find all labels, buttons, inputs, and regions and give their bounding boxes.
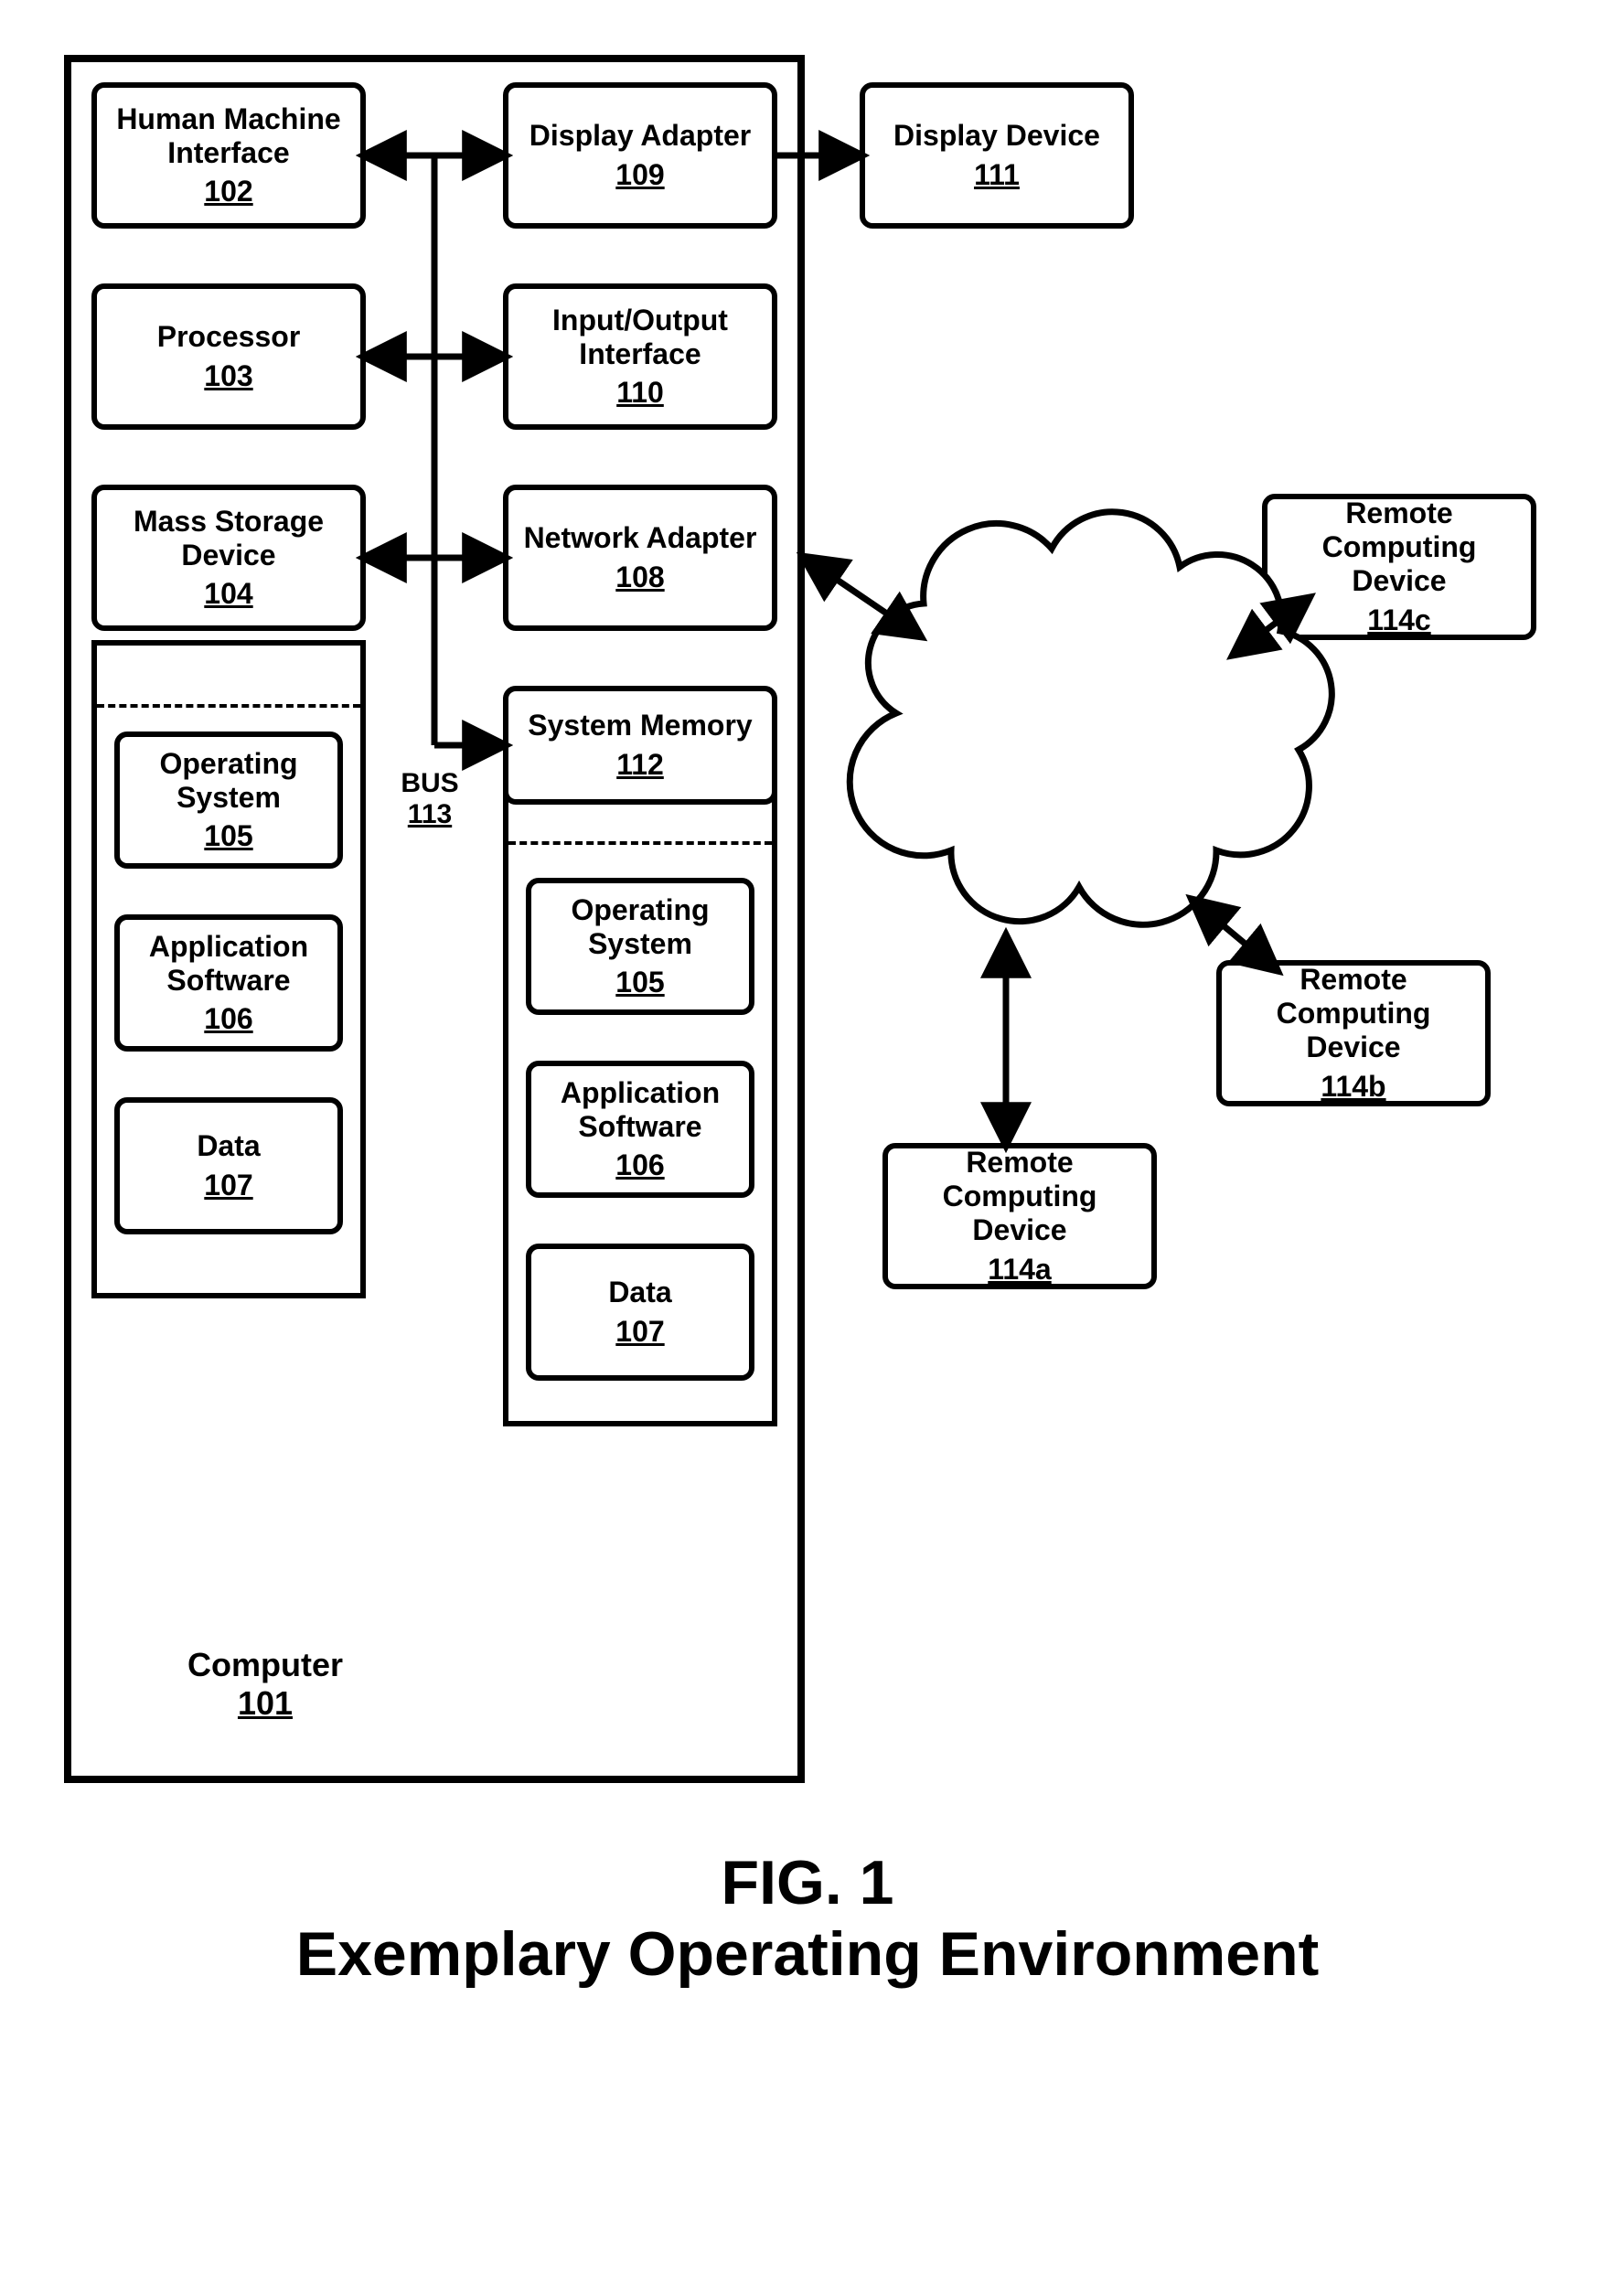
node-network-adapter: Network Adapter 108 — [503, 485, 777, 631]
node-rcd-b: Remote ComputingDevice 114b — [1216, 960, 1491, 1106]
node-display-label: Display Device — [893, 119, 1100, 153]
node-io-label: Input/OutputInterface — [552, 304, 728, 371]
node-rcdc-ref: 114c — [1367, 603, 1430, 637]
node-app2-ref: 106 — [615, 1148, 664, 1182]
node-disp-ad-label: Display Adapter — [529, 119, 751, 153]
node-app2: ApplicationSoftware 106 — [526, 1061, 754, 1198]
node-processor-label: Processor — [157, 320, 301, 354]
node-app1-label: ApplicationSoftware — [149, 930, 308, 998]
dash-mass-storage — [97, 704, 360, 708]
dash-system-memory — [508, 841, 772, 845]
node-os1: OperatingSystem 105 — [114, 732, 343, 869]
node-sysmem-label: System Memory — [528, 709, 752, 742]
node-rcd-c: Remote ComputingDevice 114c — [1262, 494, 1536, 640]
node-data1-label: Data — [197, 1129, 260, 1163]
bus-label-text: BUS — [384, 768, 476, 799]
figure-number: FIG. 1 — [247, 1847, 1368, 1918]
node-rcdb-label: Remote ComputingDevice — [1222, 963, 1485, 1063]
node-os2-ref: 105 — [615, 966, 664, 999]
node-data1-ref: 107 — [204, 1169, 252, 1202]
node-data2: Data 107 — [526, 1244, 754, 1381]
node-system-memory: System Memory 112 — [503, 686, 777, 805]
cloud-label: Internet/Network 115 — [951, 677, 1189, 817]
cloud-label-text: Internet/Network — [951, 677, 1189, 776]
node-display-ref: 111 — [974, 158, 1020, 192]
node-data1: Data 107 — [114, 1097, 343, 1234]
node-display-adapter: Display Adapter 109 — [503, 82, 777, 229]
node-sysmem-ref: 112 — [616, 748, 664, 782]
node-processor-ref: 103 — [204, 359, 252, 393]
computer-label-text: Computer — [174, 1646, 357, 1684]
node-rcdb-ref: 114b — [1321, 1070, 1385, 1104]
node-app1: ApplicationSoftware 106 — [114, 914, 343, 1052]
cloud-ref: 115 — [951, 776, 1189, 817]
node-hmi-ref: 102 — [204, 175, 252, 208]
node-rcd-a: Remote ComputingDevice 114a — [882, 1143, 1157, 1289]
figure-title: FIG. 1 Exemplary Operating Environment — [247, 1847, 1368, 1990]
bus-label: BUS 113 — [384, 768, 476, 830]
node-disp-ad-ref: 109 — [615, 158, 664, 192]
node-io-interface: Input/OutputInterface 110 — [503, 283, 777, 430]
node-rcdc-label: Remote ComputingDevice — [1267, 497, 1531, 597]
node-hmi: Human MachineInterface 102 — [91, 82, 366, 229]
node-data2-label: Data — [608, 1276, 671, 1309]
computer-ref: 101 — [174, 1684, 357, 1723]
node-app2-label: ApplicationSoftware — [561, 1076, 720, 1144]
node-os1-ref: 105 — [204, 819, 252, 853]
node-mass-ref: 104 — [204, 577, 252, 611]
node-rcda-ref: 114a — [988, 1253, 1051, 1287]
figure-caption: Exemplary Operating Environment — [247, 1918, 1368, 1990]
edge-net-cloud — [805, 558, 919, 635]
node-display-device: Display Device 111 — [860, 82, 1134, 229]
edge-cloud-rcdb — [1193, 901, 1276, 969]
diagram-root: Human MachineInterface 102 Processor 103… — [64, 55, 1551, 2241]
computer-label: Computer 101 — [174, 1646, 357, 1723]
node-data2-ref: 107 — [615, 1315, 664, 1349]
node-os2-label: OperatingSystem — [571, 893, 709, 961]
node-mass-storage: Mass StorageDevice 104 — [91, 485, 366, 631]
node-app1-ref: 106 — [204, 1002, 252, 1036]
node-hmi-label: Human MachineInterface — [116, 102, 340, 170]
node-rcda-label: Remote ComputingDevice — [888, 1146, 1151, 1246]
node-net-ad-ref: 108 — [615, 561, 664, 594]
node-net-ad-label: Network Adapter — [524, 521, 757, 555]
node-io-ref: 110 — [616, 376, 664, 410]
node-processor: Processor 103 — [91, 283, 366, 430]
node-os1-label: OperatingSystem — [159, 747, 297, 815]
node-mass-label: Mass StorageDevice — [134, 505, 324, 572]
bus-ref: 113 — [384, 799, 476, 830]
node-os2: OperatingSystem 105 — [526, 878, 754, 1015]
